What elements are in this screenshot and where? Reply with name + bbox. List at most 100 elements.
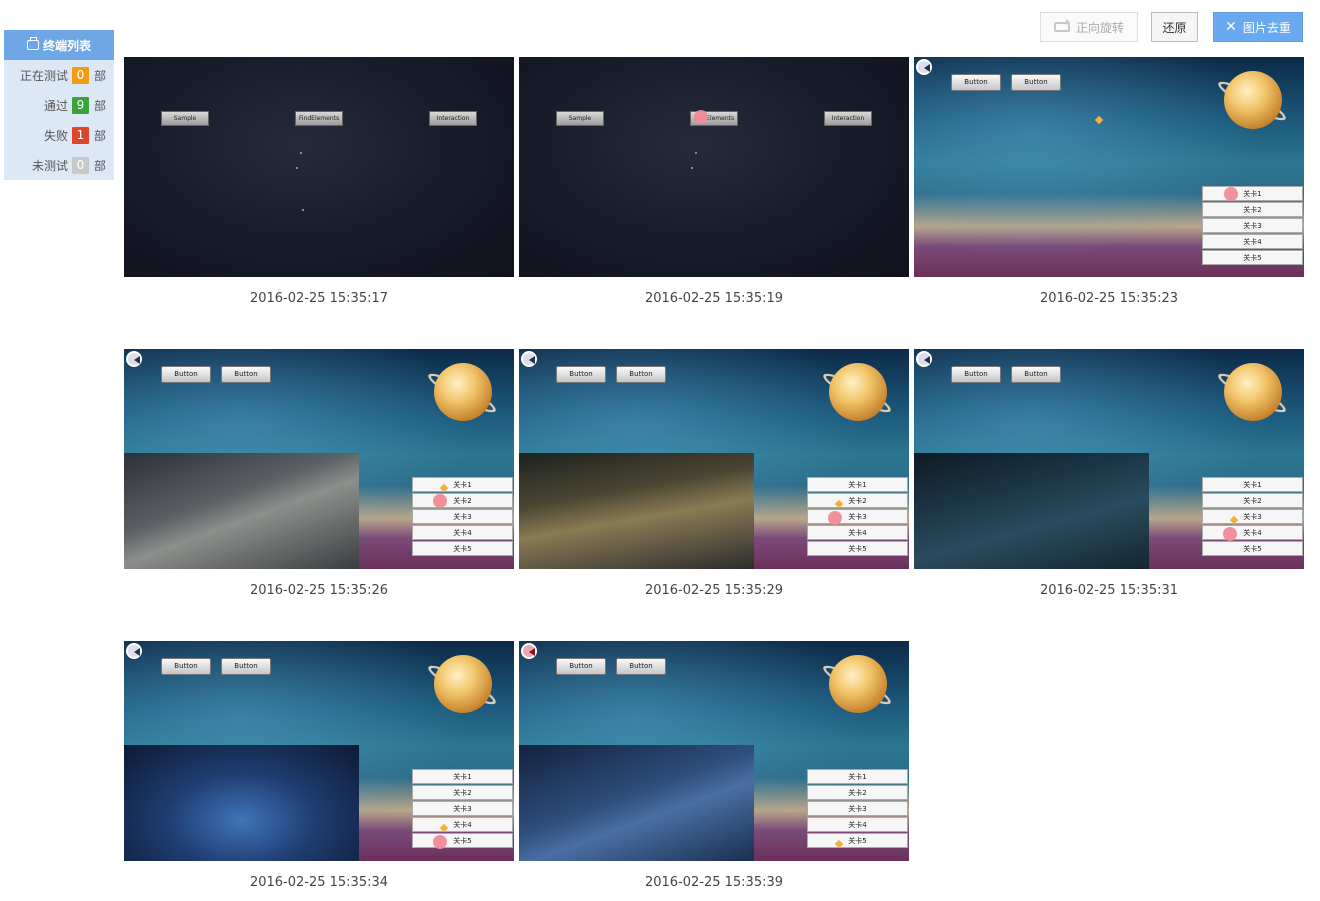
screenshot-thumbnail[interactable]: Sample FindElements Interaction (124, 57, 514, 277)
level-list: 关卡1 关卡2 关卡3 关卡4 关卡5 (412, 477, 513, 557)
level-item: 关卡5 (1202, 250, 1303, 265)
level-scene-preview (124, 453, 359, 569)
restore-button[interactable]: 还原 (1151, 12, 1198, 42)
level-item: 关卡1 (1202, 186, 1303, 201)
level-item: 关卡2 (1202, 493, 1303, 508)
star (300, 152, 302, 154)
planet-image (1224, 363, 1282, 421)
screenshot-thumbnail[interactable]: Button Button 关卡1 关卡2 关卡3 关卡4 关卡5 (124, 641, 514, 861)
touch-point-marker (433, 835, 447, 849)
stat-failed[interactable]: 失败 1 部 (4, 120, 114, 150)
stat-label: 未测试 (31, 158, 68, 173)
screenshot-timestamp: 2016-02-25 15:35:26 (249, 583, 389, 598)
screenshot-thumbnail[interactable]: Sample FindElements Interaction (519, 57, 909, 277)
level-item: 关卡1 (807, 769, 908, 784)
restore-label: 还原 (1162, 20, 1187, 35)
level-list: 关卡1 关卡2 关卡3 关卡4 关卡5 (412, 769, 513, 849)
find-elements-button: FindElements (295, 111, 343, 126)
screenshot-timestamp: 2016-02-25 15:35:31 (1039, 583, 1179, 598)
stat-label: 失败 (43, 128, 68, 143)
level-item: 关卡4 (412, 525, 513, 540)
screenshot-thumbnail[interactable]: Button Button 关卡1 关卡2 关卡3 关卡4 关卡5 (914, 57, 1304, 277)
level-list: 关卡1 关卡2 关卡3 关卡4 关卡5 (807, 477, 908, 557)
level-item: 关卡2 (412, 785, 513, 800)
back-arrow-icon (126, 643, 142, 659)
level-item: 关卡2 (1202, 202, 1303, 217)
level-item: 关卡5 (412, 541, 513, 556)
stat-count-badge: 0 (71, 156, 89, 174)
level-scene-preview (914, 453, 1149, 569)
level-item: 关卡1 (807, 477, 908, 492)
star (695, 152, 697, 154)
screenshot-thumbnail[interactable]: Button Button 关卡1 关卡2 关卡3 关卡4 关卡5 (124, 349, 514, 569)
terminal-list-panel: 终端列表 正在测试 0 部 通过 9 部 失败 1 部 未测试 0 部 (4, 30, 114, 180)
sample-button: Sample (161, 111, 209, 126)
game-button: Button (951, 366, 1001, 383)
level-item: 关卡4 (412, 817, 513, 832)
screenshot-thumbnail[interactable]: Button Button 关卡1 关卡2 关卡3 关卡4 关卡5 (519, 641, 909, 861)
stat-unit: 部 (93, 128, 106, 143)
game-button: Button (161, 366, 211, 383)
level-item: 关卡5 (1202, 541, 1303, 556)
game-button: Button (1011, 366, 1061, 383)
level-list: 关卡1 关卡2 关卡3 关卡4 关卡5 (1202, 186, 1303, 266)
stat-unit: 部 (93, 98, 106, 113)
level-item: 关卡3 (807, 801, 908, 816)
planet-image (1224, 71, 1282, 129)
level-item: 关卡4 (1202, 525, 1303, 540)
level-list: 关卡1 关卡2 关卡3 关卡4 关卡5 (1202, 477, 1303, 557)
sample-button: Sample (556, 111, 604, 126)
screenshot-timestamp: 2016-02-25 15:35:34 (249, 875, 389, 890)
stat-untested[interactable]: 未测试 0 部 (4, 150, 114, 180)
level-item: 关卡5 (807, 833, 908, 848)
rotate-label: 正向旋转 (1075, 20, 1124, 35)
stat-testing[interactable]: 正在测试 0 部 (4, 60, 114, 90)
level-item: 关卡4 (807, 525, 908, 540)
terminal-list-title: 终端列表 (42, 38, 91, 53)
game-button: Button (221, 658, 271, 675)
stat-count-badge: 1 (71, 126, 89, 144)
interaction-button: Interaction (429, 111, 477, 126)
touch-point-marker (694, 110, 708, 124)
rotate-button[interactable]: 正向旋转 (1040, 12, 1138, 42)
level-item: 关卡1 (412, 769, 513, 784)
stat-label: 正在测试 (19, 68, 68, 83)
level-scene-preview (124, 745, 359, 861)
star (296, 167, 298, 169)
game-button: Button (616, 658, 666, 675)
stat-count-badge: 9 (71, 96, 89, 114)
level-scene-preview (519, 745, 754, 861)
screenshot-thumbnail[interactable]: Button Button 关卡1 关卡2 关卡3 关卡4 关卡5 (914, 349, 1304, 569)
level-item: 关卡5 (807, 541, 908, 556)
briefcase-icon (26, 37, 39, 50)
level-list: 关卡1 关卡2 关卡3 关卡4 关卡5 (807, 769, 908, 849)
game-button: Button (951, 74, 1001, 91)
interaction-button: Interaction (824, 111, 872, 126)
back-arrow-icon (521, 351, 537, 367)
screenshot-timestamp: 2016-02-25 15:35:29 (644, 583, 784, 598)
stat-unit: 部 (93, 68, 106, 83)
touch-point-marker (1223, 527, 1237, 541)
back-arrow-icon (521, 643, 537, 659)
planet-image (434, 655, 492, 713)
star (302, 209, 304, 211)
back-arrow-icon (126, 351, 142, 367)
dedup-button[interactable]: ✕ 图片去重 (1213, 12, 1303, 42)
screenshot-thumbnail[interactable]: Button Button 关卡1 关卡2 关卡3 关卡4 关卡5 (519, 349, 909, 569)
game-button: Button (1011, 74, 1061, 91)
rotate-icon (1053, 19, 1070, 32)
close-icon: ✕ (1225, 19, 1237, 35)
stat-label: 通过 (43, 98, 68, 113)
level-item: 关卡3 (807, 509, 908, 524)
terminal-list-header[interactable]: 终端列表 (4, 30, 114, 60)
level-item: 关卡5 (412, 833, 513, 848)
star (691, 167, 693, 169)
stat-passed[interactable]: 通过 9 部 (4, 90, 114, 120)
dedup-label: 图片去重 (1242, 20, 1291, 35)
screenshot-timestamp: 2016-02-25 15:35:19 (644, 291, 784, 306)
level-item: 关卡3 (1202, 218, 1303, 233)
level-item: 关卡3 (412, 801, 513, 816)
level-item: 关卡1 (412, 477, 513, 492)
level-item: 关卡4 (1202, 234, 1303, 249)
level-item: 关卡2 (807, 493, 908, 508)
